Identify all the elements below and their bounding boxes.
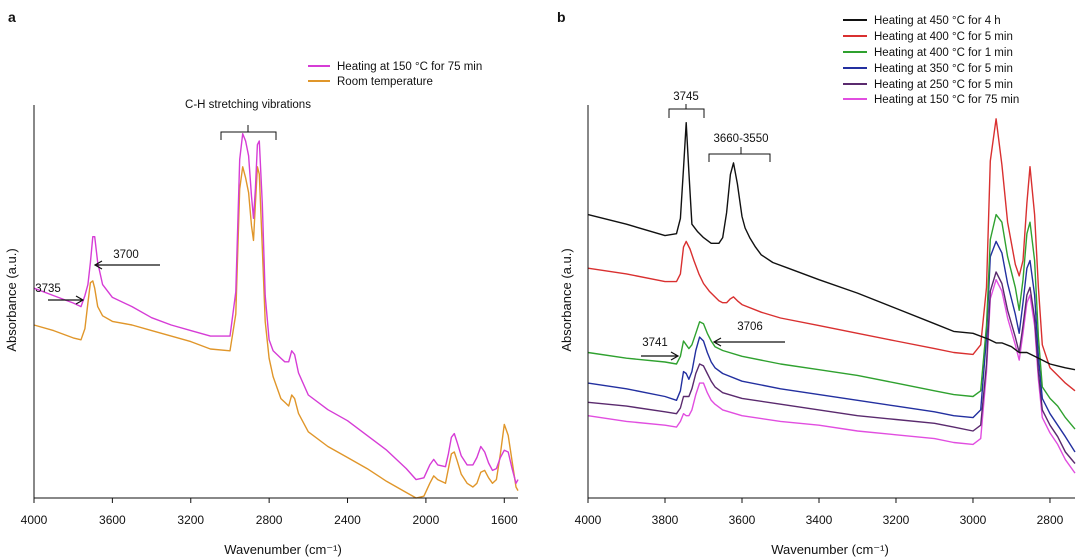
legend-b-label-400c-5min: Heating at 400 °C for 5 min [874,31,1013,43]
panel-b-chart: 4000 3800 3600 3400 3200 3000 2800 Wavenumber … [559,15,1076,557]
legend-b-label-150c-75min: Heating at 150 °C for 75 min [874,94,1019,106]
legend-b-label-250c-5min: Heating at 250 °C for 5 min [874,79,1013,91]
legend-a-label-150c: Heating at 150 °C for 75 min [337,61,482,73]
panel-a-x-tick-label-3: 2800 [256,513,283,527]
legend-b-label-450c-4h: Heating at 450 °C for 4 h [874,15,1001,27]
panel-a-x-tick-label-2: 3200 [177,513,204,527]
panel-b-label: b [557,9,566,25]
panel-b-y-axis-title: Absorbance (a.u.) [559,248,574,351]
panel-b-x-axis-title: Wavenumber (cm⁻¹) [771,542,889,557]
panel-a-x-tick-label-0: 4000 [21,513,48,527]
annotation-3706-arrow [712,337,785,347]
panel-a-x-tick-label-5: 2000 [413,513,440,527]
annotation-3700: 3700 [113,249,139,261]
panel-b-series-line-0 [587,122,1076,371]
legend-a-label-room: Room temperature [337,76,433,88]
panel-b-series-line-1 [587,118,1076,392]
panel-b-x-tick-label-1: 3800 [652,513,679,527]
annotation-3660-3550-bracket [708,147,771,162]
annotation-3735-arrow [48,295,85,305]
panel-a-x-tick-label-1: 3600 [99,513,126,527]
panel-b-series-line-5 [587,279,1076,474]
panel-a-x-tick-label-4: 2400 [334,513,361,527]
legend-b-label-350c-5min: Heating at 350 °C for 5 min [874,63,1013,75]
panel-a-series-line-0 [33,133,519,484]
annotation-3745-bracket [668,104,705,118]
annotation-3741: 3741 [642,337,668,349]
panel-a-label: a [8,9,16,25]
annotation-3660-3550: 3660-3550 [714,133,769,145]
annotation-3745: 3745 [673,91,699,103]
panel-a-x-axis-title: Wavenumber (cm⁻¹) [224,542,342,557]
annotation-ch-bracket [220,125,277,140]
annotation-3700-arrow [93,260,160,270]
annotation-3706: 3706 [737,321,763,333]
panel-b-x-tick-label-3: 3400 [806,513,833,527]
panel-b-x-tick-label-6: 2800 [1037,513,1064,527]
panel-a-x-tick-label-6: 1600 [491,513,518,527]
panel-b-series-line-3 [587,240,1076,453]
panel-a-chart: 4000 3600 3200 2800 2400 2000 1600 Wavenumber … [4,61,519,557]
annotation-3735: 3735 [35,283,61,295]
panel-b-series-line-4 [587,271,1076,464]
panel-a-series-line-1 [33,166,519,499]
panel-b-x-tick-label-0: 4000 [575,513,602,527]
panel-b-x-tick-label-2: 3600 [729,513,756,527]
panel-b-x-tick-label-4: 3200 [883,513,910,527]
annotation-ch-stretching: C-H stretching vibrations [185,99,311,111]
panel-a-y-axis-title: Absorbance (a.u.) [4,248,19,351]
annotation-3741-arrow [641,351,680,361]
panel-b-x-tick-label-5: 3000 [960,513,987,527]
legend-b-label-400c-1min: Heating at 400 °C for 1 min [874,47,1013,59]
panel-b-series-line-2 [587,213,1076,430]
